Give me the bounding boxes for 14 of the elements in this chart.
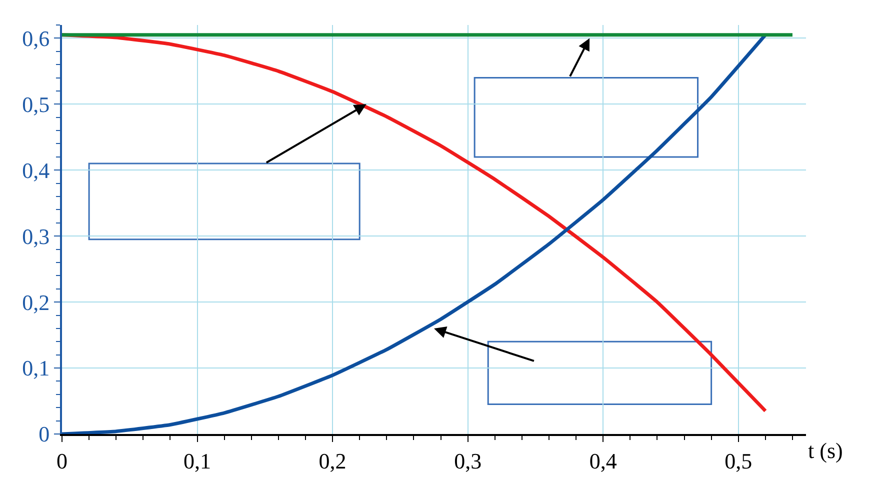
- x-tick-label: 0,5: [724, 448, 752, 474]
- x-axis-title: t (s): [808, 438, 843, 463]
- y-tick-label: 0,3: [22, 224, 50, 249]
- y-tick-label: 0,2: [22, 290, 50, 315]
- y-tick-label: 0,5: [22, 92, 50, 117]
- x-tick-label: 0,2: [318, 448, 346, 474]
- x-tick-label: 0,3: [454, 448, 482, 474]
- y-tick-label: 0,1: [22, 356, 50, 381]
- y-tick-label: 0,6: [22, 26, 50, 51]
- y-tick-label: 0: [38, 422, 50, 447]
- x-tick-label: 0,4: [589, 448, 617, 474]
- x-tick-label: 0: [56, 448, 68, 474]
- y-tick-label: 0,4: [22, 158, 50, 183]
- x-tick-label: 0,1: [184, 448, 212, 474]
